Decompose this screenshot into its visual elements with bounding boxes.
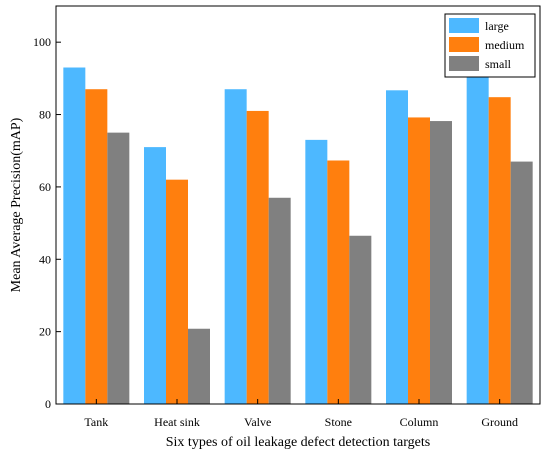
bar-medium-stone	[327, 160, 350, 404]
legend-label-small: small	[485, 57, 512, 71]
x-axis-ticks: Tank Heat sink Valve Stone Column Ground	[84, 399, 518, 429]
bar-medium-valve	[246, 110, 269, 404]
bar-medium-ground	[488, 97, 511, 404]
bar-large-heat-sink	[144, 147, 166, 405]
x-axis-title: Six types of oil leakage defect detectio…	[166, 435, 430, 450]
y-tick-label: 20	[39, 325, 51, 339]
bar-medium-tank	[85, 89, 108, 404]
bars-layer	[63, 67, 533, 405]
legend-swatch-large	[449, 18, 479, 33]
legend-swatch-small	[449, 56, 479, 71]
legend-label-medium: medium	[485, 38, 525, 52]
bar-small-stone	[349, 235, 372, 404]
bar-large-valve	[224, 89, 247, 404]
x-tick-label: Tank	[84, 415, 108, 429]
bar-small-valve	[268, 197, 291, 404]
bar-large-ground	[466, 74, 489, 404]
y-tick-label: 80	[39, 108, 51, 122]
y-tick-label: 40	[39, 252, 51, 266]
bar-large-tank	[63, 67, 86, 404]
legend-label-large: large	[485, 19, 509, 33]
bar-small-column	[430, 121, 452, 405]
y-tick-label: 60	[39, 180, 51, 194]
x-tick-label: Ground	[481, 415, 518, 429]
bar-small-heat-sink	[188, 328, 210, 404]
y-tick-label: 100	[33, 35, 51, 49]
bar-large-stone	[305, 139, 328, 404]
bar-large-column	[386, 90, 408, 404]
bar-small-ground	[510, 161, 533, 404]
bar-small-tank	[107, 132, 130, 405]
y-axis-ticks: 0 20 40 60 80 100	[33, 35, 61, 411]
y-axis-title: Mean Average Precision(mAP)	[9, 117, 24, 292]
x-tick-label: Heat sink	[154, 415, 200, 429]
legend-swatch-medium	[449, 37, 479, 52]
x-tick-label: Stone	[325, 415, 352, 429]
x-tick-label: Column	[400, 415, 439, 429]
y-tick-label: 0	[45, 397, 51, 411]
bar-medium-heat-sink	[166, 179, 188, 404]
bar-medium-column	[408, 117, 430, 404]
x-tick-label: Valve	[244, 415, 271, 429]
plot-frame	[55, 5, 541, 405]
legend: large medium small	[444, 13, 536, 78]
